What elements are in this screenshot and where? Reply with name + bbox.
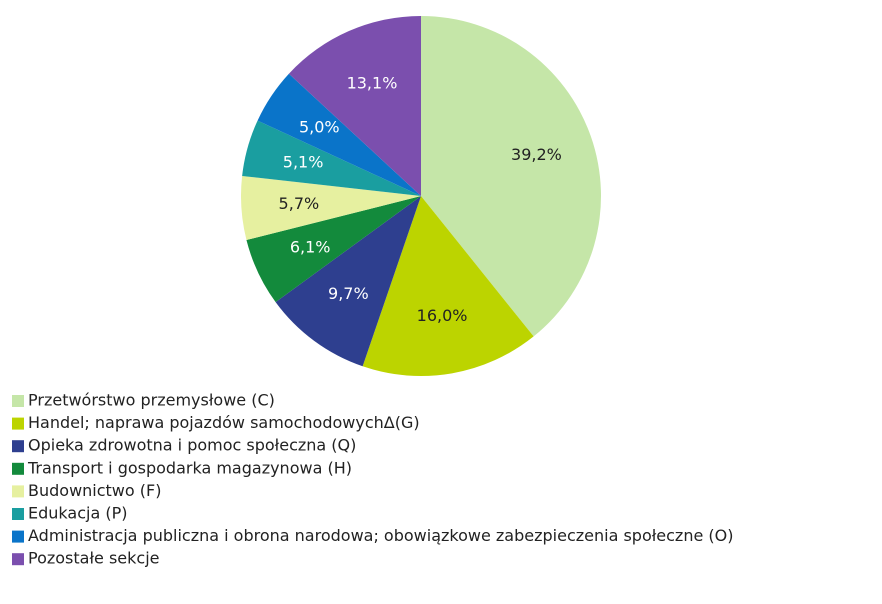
legend-label: Handel; naprawa pojazdów samochodowychΔ(…	[28, 413, 420, 432]
pie-slice	[362, 196, 534, 376]
legend-label: Pozostałe sekcje	[28, 549, 159, 568]
legend-swatch	[12, 485, 24, 498]
legend-swatch	[12, 508, 24, 520]
legend-label: Opieka zdrowotna i pomoc społeczna (Q)	[28, 436, 356, 455]
data-label: 5,0%	[299, 117, 340, 136]
legend-swatch	[12, 417, 24, 430]
legend-swatch	[12, 462, 24, 475]
legend-label: Administracja publiczna i obrona narodow…	[28, 526, 733, 545]
legend-swatch	[12, 530, 24, 543]
data-label: 6,1%	[290, 237, 331, 256]
data-label: 9,7%	[328, 284, 369, 303]
legend-swatch	[12, 395, 24, 407]
legend-swatch	[12, 553, 24, 566]
data-label: 13,1%	[347, 73, 398, 92]
legend-swatch	[12, 440, 24, 453]
pie-slice	[242, 120, 421, 196]
legend-label: Budownictwo (F)	[28, 481, 161, 500]
data-label: 16,0%	[417, 306, 468, 325]
legend-label: Edukacja (P)	[28, 504, 127, 523]
pie-slice	[246, 196, 421, 303]
data-label: 5,7%	[279, 194, 320, 213]
data-label: 5,1%	[283, 153, 324, 172]
pie-slice	[241, 175, 421, 240]
pie-slice	[275, 196, 421, 367]
pie-slice	[257, 73, 421, 196]
legend-label: Transport i gospodarka magazynowa (H)	[27, 458, 352, 477]
pie-slice	[421, 16, 601, 337]
legend-label: Przetwórstwo przemysłowe (C)	[28, 391, 275, 410]
data-label: 39,2%	[511, 145, 562, 164]
pie-slice	[288, 16, 421, 196]
